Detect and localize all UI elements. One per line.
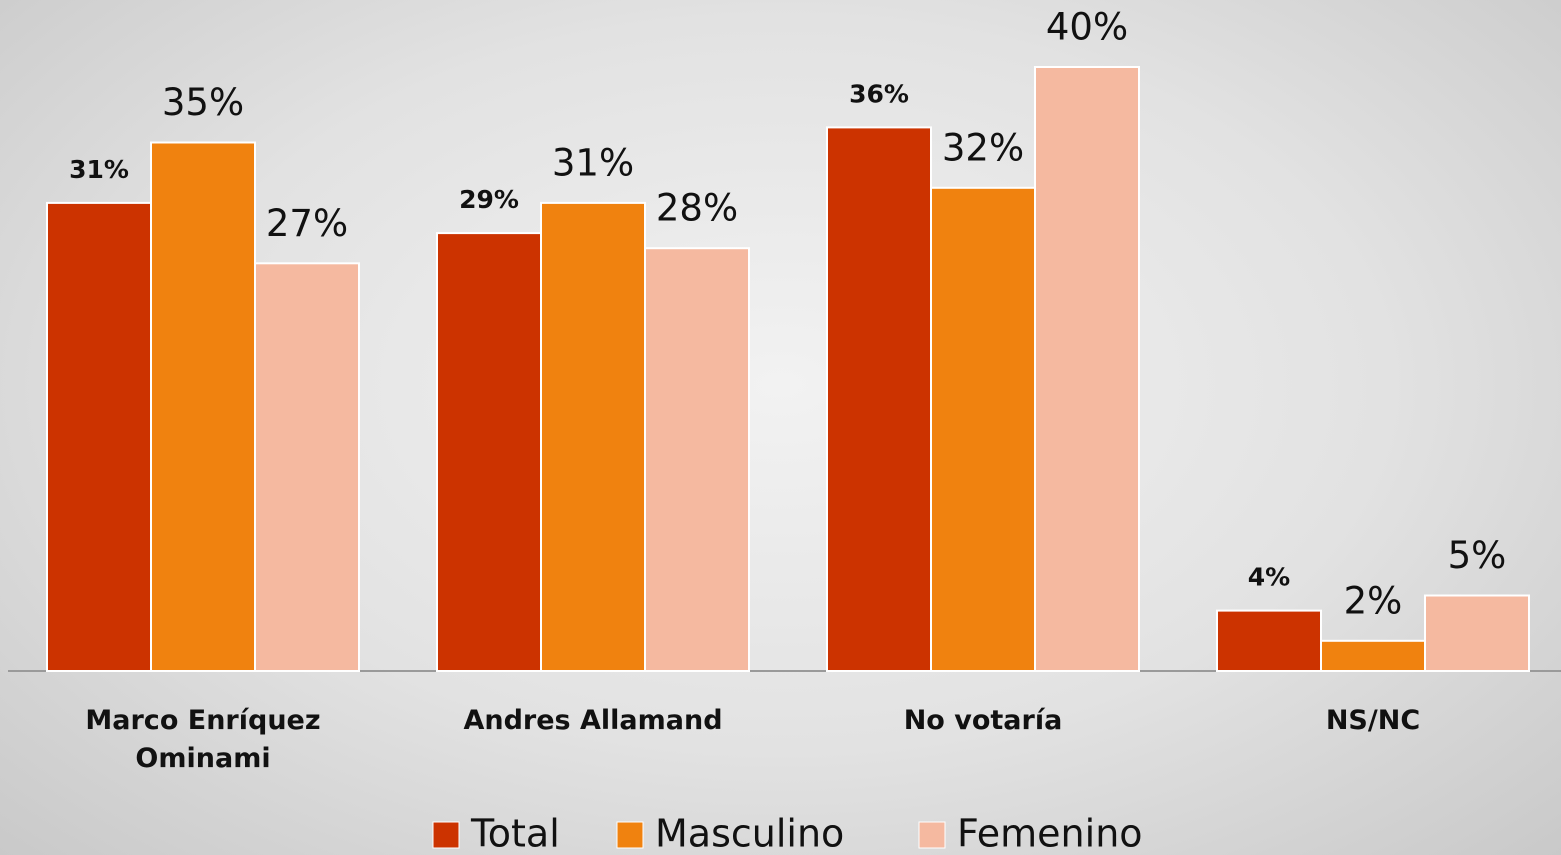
bar [254,262,360,672]
data-label: 40% [1046,6,1128,49]
legend-swatch [616,821,644,849]
legend-label: Femenino [957,812,1143,855]
legend-label: Masculino [655,812,844,855]
bar [150,141,256,672]
data-label: 27% [266,202,348,245]
legend-swatch [432,821,460,849]
x-tick-label: NS/NC [1325,705,1421,736]
bar [644,247,750,672]
bar [826,126,932,672]
bar [1034,66,1140,672]
data-label: 2% [1344,579,1403,622]
bar [540,201,646,672]
bar [46,201,152,672]
data-label: 28% [656,187,738,230]
data-label: 29% [459,185,519,214]
data-label: 4% [1248,563,1290,592]
data-label: 5% [1448,534,1507,577]
x-tick-label: Andres Allamand [463,705,723,736]
x-tick-label: Marco Enríquez Ominami [85,705,321,774]
data-label: 35% [162,81,244,124]
bar [1424,594,1530,672]
legend-label: Total [470,812,560,855]
data-label: 32% [942,126,1024,169]
x-tick-label: No votaría [903,705,1063,736]
bar [436,232,542,672]
bar [1216,609,1322,672]
data-label: 31% [552,141,634,184]
data-label: 36% [849,79,909,108]
legend-swatch [918,821,946,849]
bar [930,186,1036,673]
bar [1320,639,1426,672]
data-label: 31% [69,155,129,184]
